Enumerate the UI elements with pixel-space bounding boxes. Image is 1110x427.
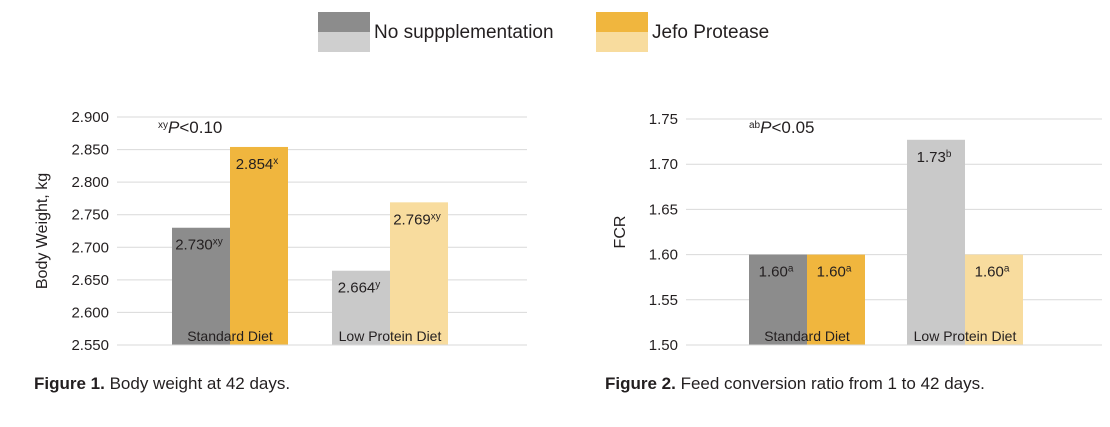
figure-2-caption-label: Figure 2. — [605, 374, 676, 393]
y-tick-label: 2.700 — [71, 239, 109, 256]
bar-value-label: 2.854x — [236, 155, 279, 173]
legend-swatch-protease-light — [596, 32, 648, 52]
bar — [390, 202, 448, 345]
bar — [965, 254, 1023, 345]
y-axis-label: Body Weight, kg — [34, 173, 51, 289]
y-tick-label: 2.750 — [71, 207, 109, 224]
figure-2-caption-text: Feed conversion ratio from 1 to 42 days. — [675, 374, 985, 393]
y-tick-label: 1.50 — [649, 337, 678, 354]
legend-swatch-protease-dark — [596, 12, 648, 32]
figure-2-caption: Figure 2. Feed conversion ratio from 1 t… — [605, 374, 985, 394]
bar-value-label: 1.73b — [917, 148, 952, 166]
legend-swatch-no-supp-light — [318, 32, 370, 52]
chart-legend: No suppplementation Jefo Protease — [318, 12, 769, 52]
significance-annotation: xyP<0.10 — [158, 118, 222, 137]
x-category-label: Low Protein Diet — [914, 328, 1017, 344]
x-category-label: Standard Diet — [187, 328, 273, 344]
y-tick-label: 1.70 — [649, 156, 678, 173]
bar-value-label: 1.60a — [817, 263, 852, 281]
y-tick-label: 2.800 — [71, 174, 109, 191]
bar — [807, 254, 865, 345]
legend-label-no-supp: No suppplementation — [374, 22, 554, 43]
bar-value-label: 2.769xy — [393, 211, 441, 229]
legend-swatch-no-supp-dark — [318, 12, 370, 32]
fcr-chart: 1.75 1.70 1.65 1.60 1.55 1.50 FCR 1.60a 1.60a Sta… — [612, 111, 1102, 354]
bar-value-label: 1.60a — [975, 263, 1010, 281]
legend-label-protease: Jefo Protease — [652, 22, 769, 43]
figure-1-caption: Figure 1. Body weight at 42 days. — [34, 374, 290, 394]
significance-annotation: abP<0.05 — [749, 118, 814, 137]
body-weight-chart: 2.900 2.850 2.800 2.750 2.700 2.650 2.600 2.550… — [34, 109, 527, 354]
y-tick-label: 2.900 — [71, 109, 109, 126]
x-category-label: Low Protein Diet — [339, 328, 442, 344]
y-tick-label: 2.650 — [71, 272, 109, 289]
bar — [907, 139, 965, 345]
y-axis-label: FCR — [612, 216, 629, 249]
y-tick-label: 1.55 — [649, 292, 678, 309]
bar — [332, 270, 390, 345]
bar — [230, 146, 288, 345]
figure-1-caption-label: Figure 1. — [34, 374, 105, 393]
x-category-label: Standard Diet — [764, 328, 850, 344]
y-tick-label: 2.600 — [71, 304, 109, 321]
bar-value-label: 2.664y — [338, 279, 381, 297]
bar — [749, 254, 807, 345]
y-tick-label: 1.65 — [649, 201, 678, 218]
y-tick-label: 1.60 — [649, 247, 678, 264]
y-tick-label: 1.75 — [649, 111, 678, 128]
bar — [172, 227, 230, 345]
y-tick-label: 2.550 — [71, 337, 109, 354]
y-tick-label: 2.850 — [71, 142, 109, 159]
figure-1-caption-text: Body weight at 42 days. — [104, 374, 291, 393]
bar-value-label: 2.730xy — [175, 236, 223, 254]
bar-value-label: 1.60a — [759, 263, 794, 281]
